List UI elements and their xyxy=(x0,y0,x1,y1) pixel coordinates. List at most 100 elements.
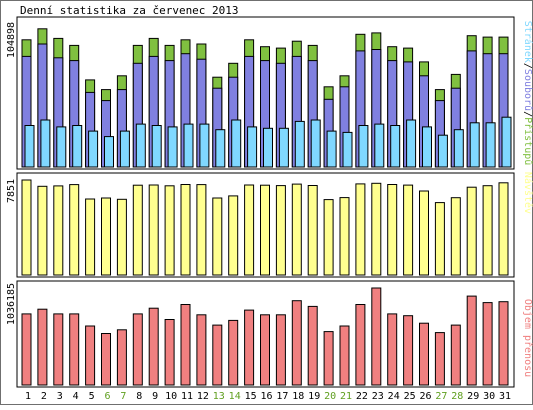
bar-pages xyxy=(406,119,417,168)
bar-volume xyxy=(69,313,80,386)
bar-visits xyxy=(164,185,175,276)
bar-volume xyxy=(116,329,127,386)
bar-volume xyxy=(101,333,111,386)
y-max-label-hits: 104898 xyxy=(6,22,17,58)
x-tick-label: 2 xyxy=(41,391,47,402)
bar-volume xyxy=(323,331,334,386)
x-tick-label: 15 xyxy=(245,391,257,402)
x-tick-label: 17 xyxy=(276,391,288,402)
legend-sep-1: / xyxy=(522,63,533,69)
bar-visits xyxy=(180,184,191,276)
bar-visits xyxy=(291,183,302,276)
bar-visits xyxy=(450,197,461,276)
bar-visits xyxy=(419,190,429,276)
bar-visits xyxy=(482,185,493,276)
bar-volume xyxy=(482,302,493,386)
x-tick-label: 9 xyxy=(152,391,158,402)
bar-pages xyxy=(199,123,210,168)
legend-pages: Stránek xyxy=(522,21,533,63)
bar-visits xyxy=(132,184,143,276)
bar-pages xyxy=(310,119,321,168)
bar-visits xyxy=(69,184,80,276)
bar-visits xyxy=(228,195,239,276)
bar-visits xyxy=(403,184,414,276)
bar-visits xyxy=(371,182,382,276)
bar-pages xyxy=(56,126,67,168)
bar-visits xyxy=(212,197,223,276)
bar-pages xyxy=(390,125,401,168)
side-legend-volume: Objem přenosu xyxy=(522,299,533,377)
x-tick-label: 4 xyxy=(73,391,79,402)
panel-frame-hits xyxy=(16,16,515,170)
bar-volume xyxy=(307,305,318,386)
x-tick-label: 19 xyxy=(308,391,320,402)
x-tick-label: 30 xyxy=(483,391,495,402)
bar-volume xyxy=(355,304,366,386)
bar-volume xyxy=(260,314,270,386)
bar-volume xyxy=(403,315,414,386)
bar-visits xyxy=(37,185,48,276)
bar-volume xyxy=(37,308,48,386)
bar-visits xyxy=(339,197,350,276)
x-tick-label: 12 xyxy=(197,391,209,402)
bar-pages xyxy=(485,122,496,168)
bar-visits xyxy=(260,184,270,276)
bar-volume xyxy=(275,314,286,386)
bar-pages xyxy=(119,130,130,168)
bar-visits xyxy=(466,186,477,276)
bar-pages xyxy=(374,123,385,168)
x-tick-label: 14 xyxy=(229,391,241,402)
bar-volume xyxy=(180,304,191,386)
bar-visits xyxy=(323,199,334,276)
x-tick-label: 27 xyxy=(435,391,447,402)
bar-volume xyxy=(371,287,382,386)
bar-pages xyxy=(135,123,146,168)
bar-volume xyxy=(85,325,96,386)
bar-volume xyxy=(212,324,223,386)
bar-visits xyxy=(101,197,111,276)
x-tick-label: 6 xyxy=(104,391,110,402)
bar-pages xyxy=(437,134,448,168)
bar-pages xyxy=(104,136,114,168)
bar-volume xyxy=(339,325,350,386)
x-tick-label: 29 xyxy=(467,391,479,402)
bar-pages xyxy=(342,131,353,168)
bar-pages xyxy=(72,125,83,168)
x-tick-label: 26 xyxy=(419,391,431,402)
bar-pages xyxy=(326,130,337,168)
bar-visits xyxy=(21,179,32,276)
bar-visits xyxy=(498,182,509,276)
x-tick-label: 1 xyxy=(25,391,31,402)
bar-volume xyxy=(53,313,64,386)
bar-pages xyxy=(183,123,194,168)
panel-frame-visits xyxy=(16,172,515,278)
bar-visits xyxy=(148,184,159,276)
x-tick-label: 13 xyxy=(213,391,225,402)
bar-pages xyxy=(453,129,464,168)
x-tick-label: 11 xyxy=(181,391,193,402)
chart-marks xyxy=(21,28,512,386)
bar-visits xyxy=(53,185,64,276)
bar-volume xyxy=(466,295,477,386)
x-tick-label: 8 xyxy=(136,391,142,402)
side-legend-visits: Návštěv xyxy=(522,172,533,214)
x-tick-label: 22 xyxy=(356,391,368,402)
side-legend-hits: Stránek/Souborů/Přístupů xyxy=(522,21,533,166)
panel-frame-volume xyxy=(16,280,515,388)
bar-pages xyxy=(278,127,289,168)
bar-pages xyxy=(422,126,432,168)
x-tick-label: 28 xyxy=(451,391,463,402)
bar-volume xyxy=(434,332,445,386)
x-tick-label: 21 xyxy=(340,391,352,402)
x-tick-label: 3 xyxy=(57,391,63,402)
bar-visits xyxy=(244,184,255,276)
legend-hits: Přístupů xyxy=(522,117,533,165)
x-tick-label: 25 xyxy=(404,391,416,402)
bar-visits xyxy=(85,198,96,276)
bar-visits xyxy=(355,183,366,276)
bar-volume xyxy=(228,319,239,386)
bar-pages xyxy=(469,122,480,168)
x-tick-label: 10 xyxy=(165,391,177,402)
